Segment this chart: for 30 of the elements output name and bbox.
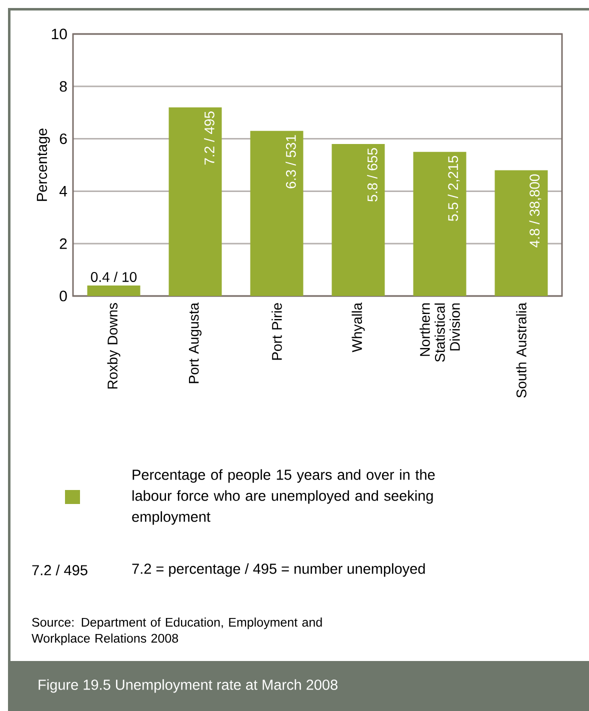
text: 7.2 / 495 — [32, 564, 88, 576]
y-tick-label: 4 — [59, 186, 68, 196]
annotation: 7.2 / 495 — [204, 111, 214, 165]
bar — [87, 286, 140, 296]
y-tick-label: 2 — [60, 238, 67, 249]
annotation: 5.8 / 655 — [367, 148, 378, 202]
bar — [168, 107, 222, 296]
y-tick-label: 8 — [60, 81, 67, 92]
x-tick-label: Northern Statistical Division — [420, 303, 460, 362]
bar — [250, 130, 304, 296]
annotation: 6.3 / 531 — [286, 135, 296, 188]
x-tick-label: Whyalla — [352, 302, 365, 352]
y-tick-label: 6 — [60, 133, 67, 144]
text: Percentage of people 15 years and over in the labour force who are unemployed and seeking employment — [132, 469, 435, 525]
y-axis-title: Percentage — [36, 128, 50, 201]
text: 7.2 = percentage / 495 = number unemployed — [132, 563, 425, 577]
text: Figure 19.5 Unemployment rate at March 2008 — [38, 679, 338, 693]
annotation: 0.4 / 10 — [90, 272, 137, 282]
y-tick-label: 10 — [52, 28, 67, 40]
x-tick-label: South Australia — [516, 302, 526, 398]
annotation: 4.8 / 38,800 — [529, 174, 542, 248]
x-tick-label: Port Augusta — [188, 302, 202, 384]
bar — [494, 170, 548, 296]
x-tick-label: Roxby Downs — [107, 303, 120, 389]
bar — [332, 144, 385, 296]
annotation: 5.5 / 2,215 — [448, 156, 460, 222]
y-tick-label: 0 — [60, 290, 67, 302]
source-note: Source: Department of Education, Employment and Workplace Relations 2008 — [32, 618, 322, 646]
x-tick-label: Port Pirie — [272, 303, 282, 360]
bar — [413, 152, 466, 296]
